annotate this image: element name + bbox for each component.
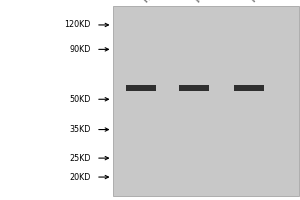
Text: 35KD: 35KD	[69, 125, 91, 134]
Text: 25KD: 25KD	[69, 154, 91, 163]
Bar	[126, 85, 156, 91]
Text: MCF-7: MCF-7	[194, 0, 217, 4]
Text: 20KD: 20KD	[69, 173, 91, 182]
Bar	[112, 6, 298, 196]
Text: 90KD: 90KD	[69, 45, 91, 54]
Text: 120KD: 120KD	[64, 20, 91, 29]
Bar	[234, 85, 264, 91]
Text: 50KD: 50KD	[69, 95, 91, 104]
Bar	[178, 85, 208, 91]
Text: Hela: Hela	[141, 0, 160, 4]
Text: HepG2: HepG2	[249, 0, 274, 4]
